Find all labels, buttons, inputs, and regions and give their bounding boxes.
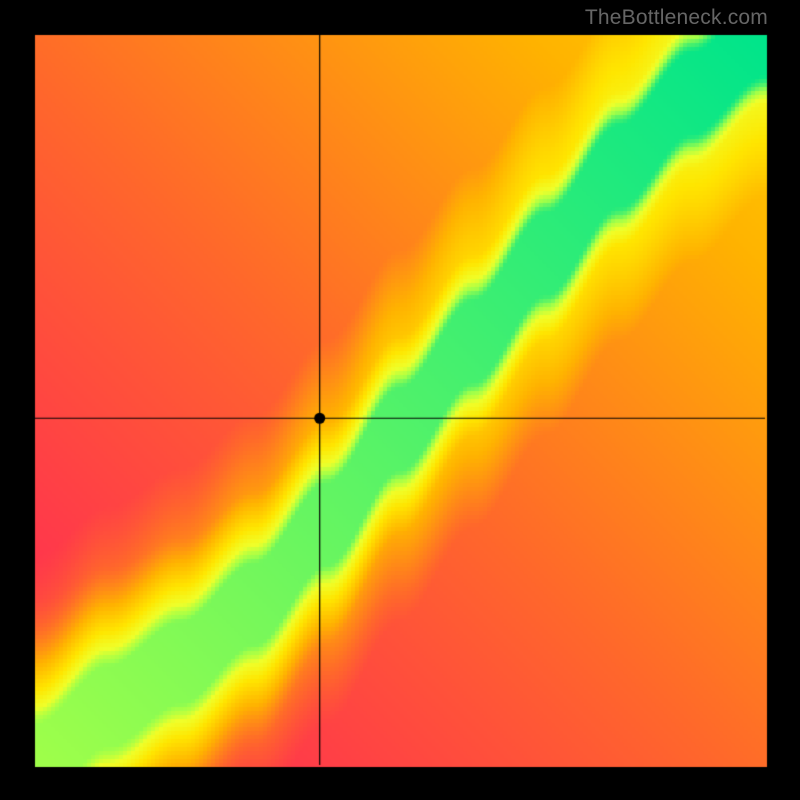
heatmap-canvas bbox=[0, 0, 800, 800]
chart-container: TheBottleneck.com bbox=[0, 0, 800, 800]
watermark-text: TheBottleneck.com bbox=[585, 6, 768, 30]
